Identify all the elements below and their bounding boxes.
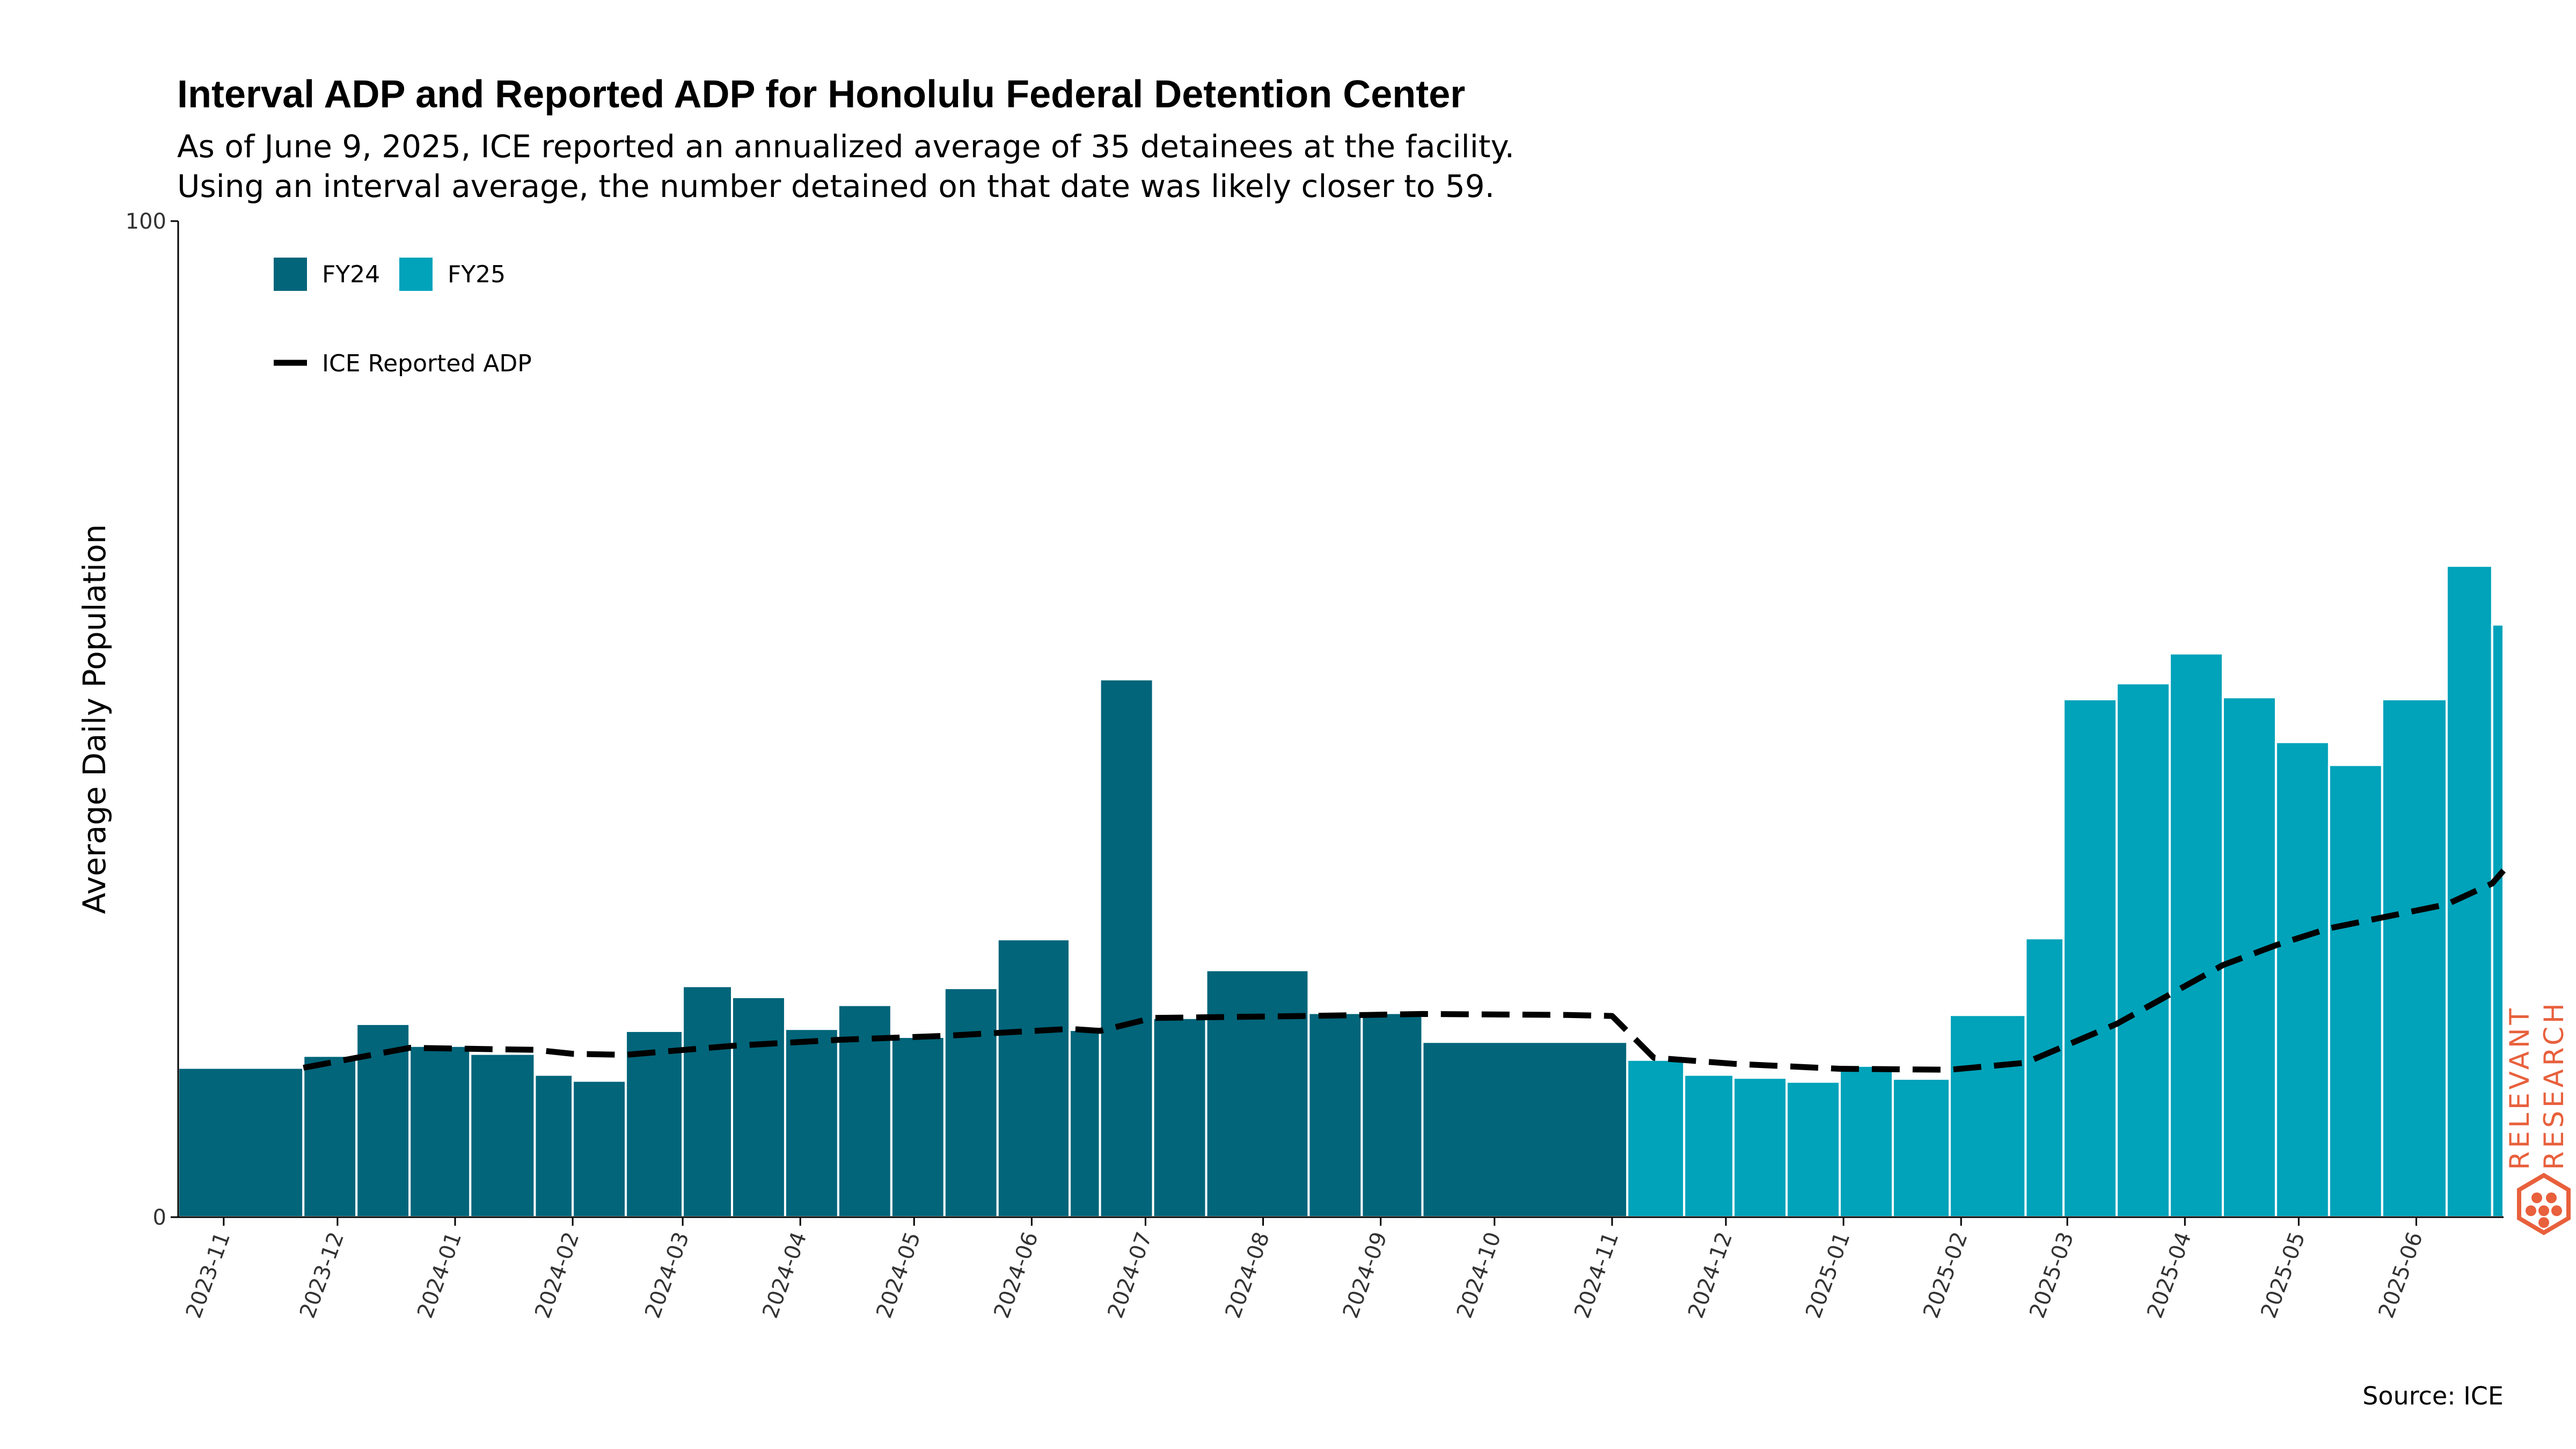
bar-fy25 <box>1839 1064 1894 1218</box>
ice-reported-adp-line <box>303 868 2506 1073</box>
bar-fy25 <box>2274 741 2330 1218</box>
bar-fy25 <box>1732 1077 1788 1219</box>
bar-fy24 <box>177 1066 305 1218</box>
logo-hexagon-icon <box>2517 1173 2571 1235</box>
x-tick-label: 2023-11 <box>181 1229 235 1322</box>
x-tick-label: 2024-11 <box>1570 1229 1623 1322</box>
bar-fy24 <box>943 987 999 1218</box>
x-tick-label: 2025-05 <box>2256 1229 2310 1322</box>
logo-dot-icon <box>2551 1205 2562 1216</box>
chart-title: Interval ADP and Reported ADP for Honolu… <box>177 73 1465 116</box>
bar-fy24 <box>625 1029 684 1218</box>
logo-text-line-1: RELEVANT <box>2504 1005 2535 1170</box>
bar-fy24 <box>996 938 1071 1218</box>
bar-fy24 <box>1360 1012 1424 1219</box>
x-tick-label: 2024-02 <box>530 1229 584 1322</box>
bars-layer <box>177 565 2505 1219</box>
bar-fy24 <box>469 1052 536 1218</box>
bar-fy25 <box>2328 764 2383 1218</box>
bar-fy25 <box>2024 937 2065 1218</box>
bar-fy24 <box>1099 678 1154 1218</box>
bar-fy24 <box>731 996 786 1218</box>
bar-fy25 <box>2491 623 2505 1218</box>
y-axis-label: Average Daily Population <box>76 524 113 914</box>
x-tick-label: 2023-12 <box>295 1229 349 1322</box>
x-tick-label: 2024-07 <box>1103 1229 1157 1322</box>
bar-fy24 <box>572 1079 627 1219</box>
legend-line-label: ICE Reported ADP <box>322 350 532 377</box>
y-tick-label: 100 <box>126 209 166 234</box>
bar-fy25 <box>2116 682 2171 1218</box>
logo-text-line-2: RESEARCH <box>2538 1000 2570 1170</box>
bar-fy25 <box>1785 1080 1841 1218</box>
logo-dot-icon <box>2538 1205 2549 1216</box>
x-tick-label: 2024-03 <box>640 1229 694 1322</box>
logo-dot-icon <box>2538 1217 2549 1228</box>
bar-fy24 <box>1069 1029 1101 1219</box>
x-tick-label: 2025-04 <box>2142 1229 2196 1322</box>
x-tick-label: 2024-01 <box>413 1229 466 1322</box>
logo-dot-icon <box>2531 1192 2542 1203</box>
bar-fy25 <box>1891 1078 1951 1218</box>
x-tick-label: 2025-03 <box>2025 1229 2079 1322</box>
bar-fy25 <box>1626 1058 1686 1218</box>
bar-fy24 <box>682 985 734 1218</box>
bar-fy25 <box>1683 1073 1735 1219</box>
y-tick-label: 0 <box>153 1205 166 1230</box>
x-tick-label: 2024-08 <box>1221 1229 1275 1322</box>
chart-subtitle-line-2: Using an interval average, the number de… <box>177 168 1495 204</box>
x-tick-label: 2024-12 <box>1684 1229 1737 1322</box>
x-tick-label: 2024-10 <box>1452 1229 1506 1322</box>
bar-fy24 <box>1205 969 1310 1219</box>
x-ticks: 2023-11 2023-12 2024-01 2024-02 2024-03 2024-… <box>181 1217 2428 1321</box>
bar-fy24 <box>890 1036 946 1218</box>
bar-fy24 <box>1152 1016 1208 1219</box>
legend-fy25-swatch <box>399 258 433 291</box>
legend-fy25-label: FY25 <box>448 261 506 288</box>
bar-fy24 <box>784 1028 839 1218</box>
bar-fy25 <box>2168 652 2224 1218</box>
x-tick-label: 2024-06 <box>989 1229 1043 1322</box>
bar-fy24 <box>302 1055 358 1218</box>
bar-fy25 <box>2381 698 2448 1218</box>
legend-fy24-swatch <box>274 258 307 291</box>
bar-fy25 <box>2221 696 2277 1218</box>
x-tick-label: 2024-05 <box>872 1229 925 1322</box>
legend-fy24-label: FY24 <box>322 261 380 288</box>
bar-fy24 <box>408 1044 472 1218</box>
chart-subtitle-line-1: As of June 9, 2025, ICE reported an annu… <box>177 128 1514 165</box>
x-tick-label: 2024-09 <box>1338 1229 1392 1322</box>
bar-fy24 <box>1421 1041 1629 1218</box>
x-tick-label: 2025-02 <box>1919 1229 1972 1322</box>
source-note: Source: ICE <box>2362 1381 2504 1410</box>
bar-fy25 <box>2062 698 2118 1218</box>
logo-dot-icon <box>2526 1205 2536 1216</box>
logo-dot-icon <box>2546 1192 2557 1203</box>
relevant-research-logo: RELEVANT RESEARCH <box>2504 1000 2571 1235</box>
y-ticks: 0 100 <box>126 209 178 1230</box>
x-tick-label: 2025-01 <box>1801 1229 1855 1322</box>
bar-fy24 <box>355 1022 411 1219</box>
bar-fy24 <box>533 1073 574 1219</box>
bar-fy25 <box>1948 1014 2027 1219</box>
x-tick-label: 2024-04 <box>758 1229 811 1322</box>
legend: FY24 FY25 ICE Reported ADP <box>274 258 532 377</box>
bar-fy24 <box>1307 1012 1363 1219</box>
x-tick-label: 2025-06 <box>2374 1229 2427 1322</box>
